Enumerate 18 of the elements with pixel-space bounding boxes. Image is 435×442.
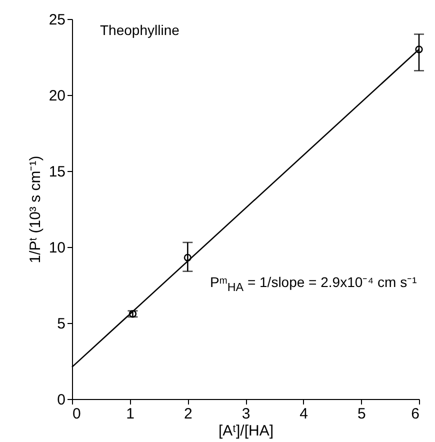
annotation: Pᵐ$_{HA}$ = 1/slope = 2.9x10⁻⁴ cm s⁻¹ — [210, 273, 417, 294]
point — [184, 254, 192, 262]
y-tick-label: 20 — [48, 88, 66, 104]
x-tick-label: 1 — [126, 406, 135, 422]
y-tick-label: 10 — [48, 240, 66, 256]
x-tick-label: 0 — [72, 406, 81, 422]
y-tick-label: 5 — [57, 316, 66, 332]
x-tick-label: 3 — [242, 406, 250, 422]
y-tick-label: 0 — [57, 392, 66, 408]
x-tick-label: 4 — [300, 406, 308, 422]
x-tick-label: 5 — [357, 406, 366, 422]
annotation: Theophylline — [100, 22, 180, 38]
y-axis-title: 1/Pᵗ (10³ s cm⁻¹) — [26, 156, 44, 264]
x-tick-label: 2 — [184, 406, 192, 422]
x-axis-title: [Aᵗ]/[HA] — [218, 422, 274, 440]
x-tick-label: 6 — [411, 406, 420, 422]
y-tick-label: 25 — [48, 12, 66, 28]
y-tick-label: 15 — [48, 164, 66, 180]
